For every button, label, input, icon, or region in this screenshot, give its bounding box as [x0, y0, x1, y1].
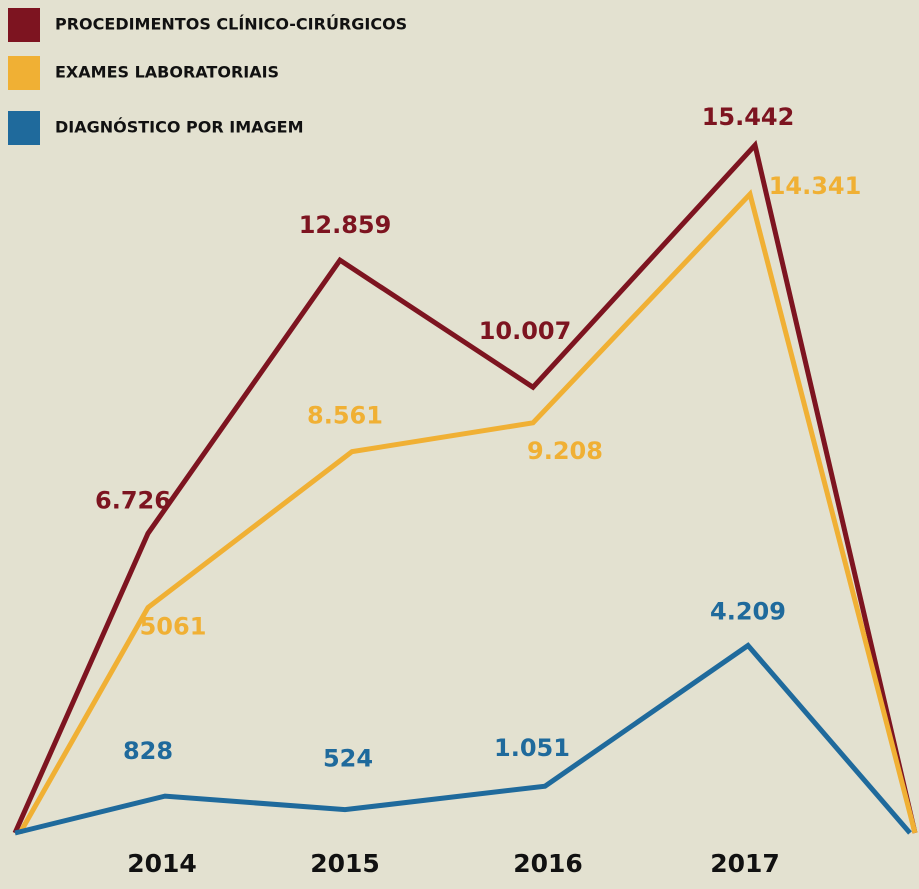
legend-swatch	[8, 56, 40, 90]
legend-swatch	[8, 8, 40, 42]
legend-label: EXAMES LABORATORIAIS	[55, 63, 279, 82]
legend-swatch	[8, 111, 40, 145]
legend-label: DIAGNÓSTICO POR IMAGEM	[55, 118, 304, 137]
series-line	[12, 139, 918, 835]
series-line	[14, 642, 912, 836]
value-label: 10.007	[479, 317, 572, 345]
value-label: 12.859	[299, 211, 392, 239]
x-tick-label: 2014	[127, 849, 197, 878]
value-label: 828	[123, 737, 173, 765]
value-label: 8.561	[307, 402, 383, 430]
x-tick-label: 2015	[310, 849, 380, 878]
x-tick-label: 2016	[513, 849, 583, 878]
value-label: 14.341	[769, 172, 862, 200]
value-label: 9.208	[527, 437, 603, 465]
legend-label: PROCEDIMENTOS CLÍNICO-CIRÚRGICOS	[55, 15, 407, 34]
value-label: 6.726	[95, 486, 171, 514]
value-label: 15.442	[702, 103, 795, 131]
value-label: 5061	[140, 613, 207, 641]
series-line	[17, 189, 918, 835]
x-tick-label: 2017	[710, 849, 780, 878]
value-label: 524	[323, 745, 373, 773]
value-label: 4.209	[710, 598, 786, 626]
value-label: 1.051	[494, 734, 570, 762]
